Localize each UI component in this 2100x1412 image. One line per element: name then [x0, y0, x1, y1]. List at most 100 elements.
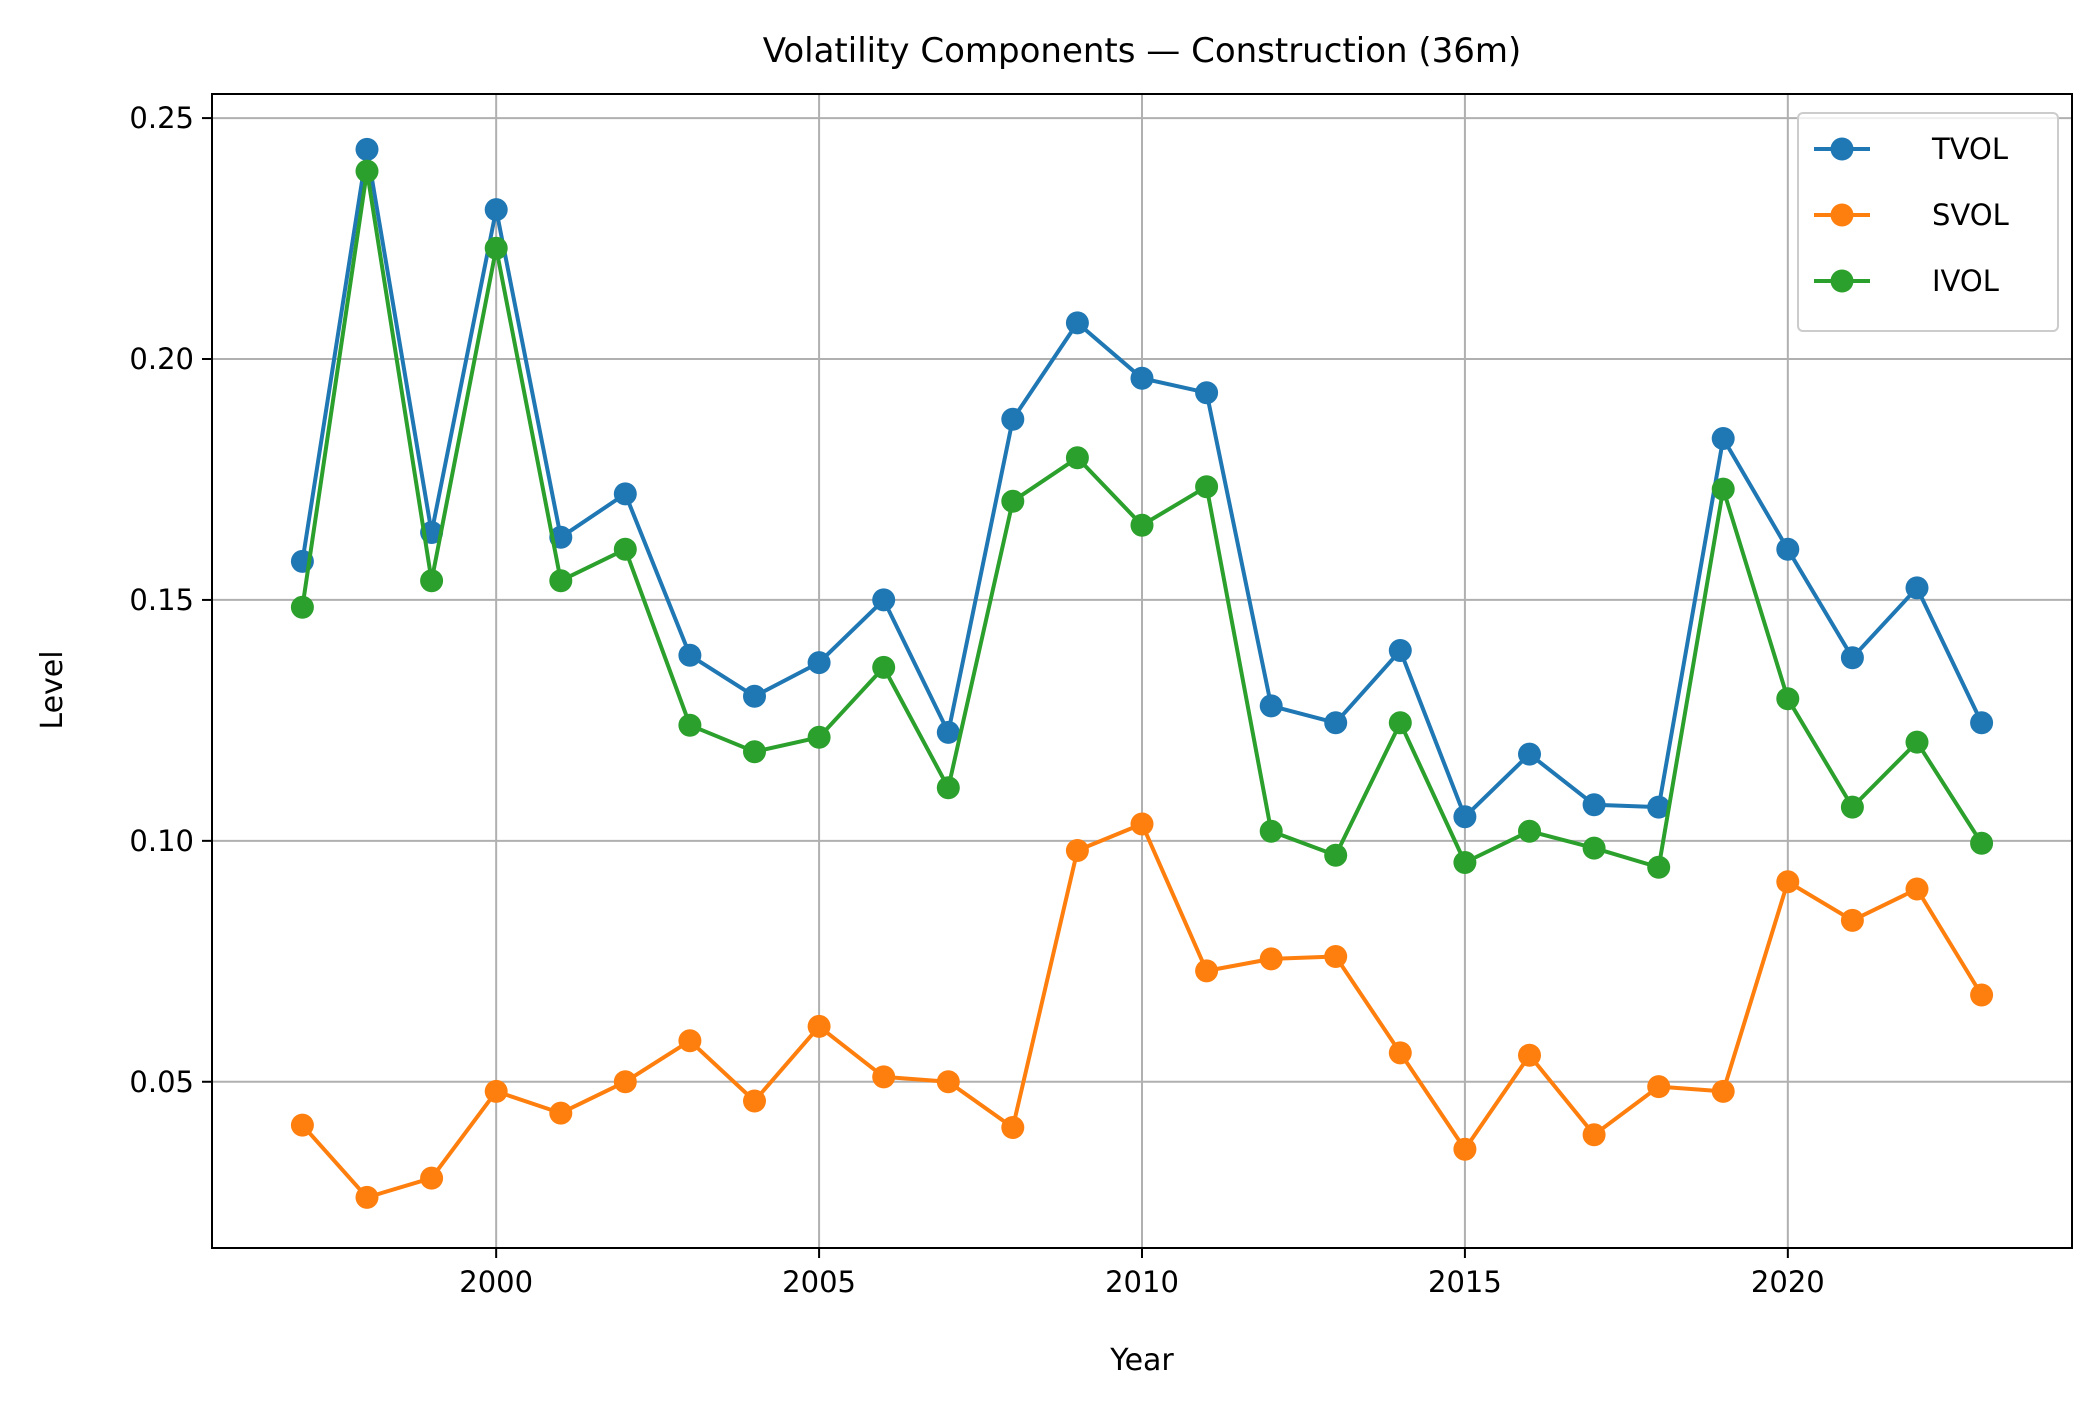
data-point-tvol: [1065, 311, 1089, 335]
data-point-ivol: [1970, 831, 1994, 855]
legend: TVOL SVOL IVOL: [1797, 112, 2059, 332]
data-point-ivol: [1776, 687, 1800, 711]
data-point-tvol: [1840, 646, 1864, 670]
data-point-tvol: [936, 720, 960, 744]
data-point-tvol: [743, 684, 766, 708]
data-point-tvol: [1647, 795, 1671, 819]
data-point-ivol: [1388, 711, 1412, 735]
legend-label-ivol: IVOL: [1932, 264, 1999, 298]
chart-title: Volatility Components — Construction (36…: [763, 31, 1522, 71]
y-axis-label: Level: [35, 650, 70, 729]
data-point-svol: [1195, 959, 1219, 983]
data-point-ivol: [1582, 836, 1606, 860]
data-point-tvol: [613, 482, 637, 506]
series-tvol: [290, 137, 1994, 829]
series-ivol: [290, 159, 1994, 879]
data-point-svol: [1647, 1075, 1671, 1099]
legend-swatch-marker: [1830, 269, 1854, 293]
data-point-ivol: [1259, 819, 1283, 843]
data-point-tvol: [1195, 381, 1219, 405]
data-point-svol: [1001, 1116, 1025, 1139]
x-tick-label: 2010: [1105, 1265, 1179, 1299]
data-point-ivol: [1195, 475, 1219, 499]
data-point-ivol: [743, 740, 766, 764]
data-point-svol: [1776, 870, 1800, 894]
legend-label-tvol: TVOL: [1931, 132, 2008, 166]
data-point-ivol: [1711, 477, 1735, 501]
y-tick-label: 0.20: [129, 342, 194, 376]
data-point-ivol: [1518, 819, 1541, 843]
data-point-svol: [807, 1014, 831, 1038]
data-point-ivol: [1130, 513, 1154, 537]
data-point-ivol: [1453, 851, 1477, 874]
data-point-tvol: [1905, 576, 1929, 600]
data-point-tvol: [1453, 805, 1477, 829]
legend-box: [1797, 112, 2059, 332]
data-point-svol: [1065, 839, 1089, 862]
data-point-svol: [1582, 1123, 1606, 1147]
data-point-ivol: [1324, 843, 1348, 867]
data-point-ivol: [613, 537, 637, 561]
legend-item-svol: SVOL: [1814, 198, 2009, 232]
data-point-ivol: [678, 713, 702, 737]
data-point-svol: [613, 1070, 637, 1094]
legend-label-svol: SVOL: [1932, 198, 2009, 232]
data-point-tvol: [678, 643, 702, 667]
data-point-ivol: [549, 569, 573, 593]
data-point-svol: [1711, 1079, 1735, 1103]
axis-ticks: 2000 2005 2010 2015 2020 0.05 0.10 0.15 0.20 0.25: [129, 101, 1824, 1299]
data-point-tvol: [1259, 694, 1283, 718]
data-point-svol: [1518, 1043, 1541, 1067]
y-tick-label: 0.05: [129, 1065, 194, 1099]
data-point-tvol: [1582, 793, 1606, 817]
data-point-tvol: [1518, 742, 1541, 766]
x-tick-label: 2020: [1751, 1265, 1825, 1299]
data-point-ivol: [1647, 855, 1671, 879]
data-point-ivol: [290, 595, 314, 619]
data-point-ivol: [1840, 795, 1864, 819]
legend-item-tvol: TVOL: [1814, 132, 2008, 166]
data-point-ivol: [872, 655, 896, 679]
data-point-tvol: [355, 137, 379, 161]
data-point-svol: [1324, 945, 1348, 968]
y-tick-label: 0.15: [129, 583, 194, 617]
data-point-svol: [355, 1185, 379, 1209]
data-point-tvol: [1388, 639, 1412, 662]
data-point-ivol: [484, 236, 508, 260]
data-point-ivol: [420, 569, 444, 593]
data-point-tvol: [1711, 427, 1735, 450]
data-point-svol: [1453, 1137, 1477, 1161]
y-tick-label: 0.25: [129, 101, 194, 135]
data-point-tvol: [1970, 711, 1994, 735]
data-point-svol: [743, 1089, 766, 1113]
data-point-ivol: [355, 159, 379, 183]
x-axis-label: Year: [1109, 1343, 1174, 1378]
data-point-ivol: [1065, 446, 1089, 470]
data-point-ivol: [1001, 489, 1025, 513]
data-point-svol: [1970, 983, 1994, 1007]
data-point-svol: [1388, 1041, 1412, 1065]
data-point-tvol: [1324, 711, 1348, 735]
data-point-svol: [1259, 947, 1283, 971]
legend-swatch-marker: [1830, 203, 1854, 227]
legend-swatch-marker: [1830, 137, 1854, 161]
data-point-tvol: [872, 588, 896, 612]
series-layer: [290, 137, 1994, 1209]
data-point-svol: [678, 1029, 702, 1053]
y-tick-label: 0.10: [129, 824, 194, 858]
data-point-tvol: [807, 651, 831, 675]
data-point-ivol: [1905, 730, 1929, 754]
data-point-ivol: [936, 776, 960, 800]
data-point-svol: [872, 1065, 896, 1089]
x-tick-label: 2000: [459, 1265, 533, 1299]
data-point-tvol: [1001, 407, 1025, 431]
data-point-tvol: [484, 198, 508, 222]
data-point-svol: [1905, 877, 1929, 901]
data-point-svol: [484, 1079, 508, 1103]
data-point-svol: [420, 1166, 444, 1190]
legend-item-ivol: IVOL: [1814, 264, 1999, 298]
data-point-tvol: [1776, 537, 1800, 561]
data-point-svol: [1840, 908, 1864, 932]
